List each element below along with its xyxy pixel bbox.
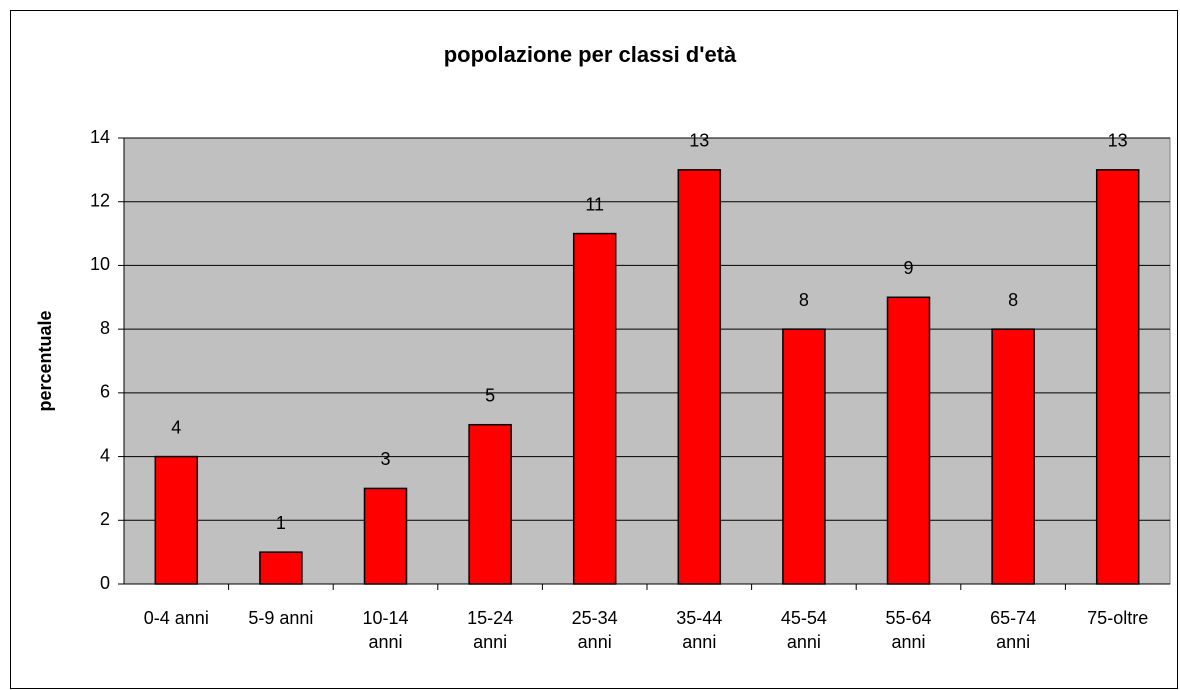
x-tick-label: 55-64 anni <box>885 608 932 652</box>
x-tick-label: 15-24 anni <box>467 608 514 652</box>
bar <box>991 328 1035 585</box>
x-tick-label: 75-oltre <box>1087 608 1149 628</box>
bar <box>259 551 303 585</box>
data-label: 8 <box>799 290 809 310</box>
y-tick-label: 4 <box>100 445 110 465</box>
bar <box>677 169 722 585</box>
data-label: 13 <box>1108 131 1128 151</box>
data-label: 1 <box>276 513 286 533</box>
y-tick-label: 6 <box>100 382 110 402</box>
x-tick-label: 10-14 anni <box>362 608 409 652</box>
x-tick-label: 25-34 anni <box>571 608 618 652</box>
y-tick-label: 0 <box>100 573 110 593</box>
chart-title: popolazione per classi d'età <box>444 42 737 67</box>
y-tick-label: 2 <box>100 509 110 529</box>
data-label: 3 <box>380 449 390 469</box>
y-tick-label: 8 <box>100 318 110 338</box>
y-axis-title: percentuale <box>35 310 55 411</box>
bar <box>363 487 408 585</box>
bar <box>572 232 617 585</box>
x-tick-label: 45-54 anni <box>780 608 827 652</box>
bar <box>154 455 199 585</box>
x-tick-label: 0-4 anni <box>143 608 209 628</box>
x-tick-label: 65-74 anni <box>990 608 1037 652</box>
data-label: 13 <box>689 131 709 151</box>
bar <box>782 328 826 585</box>
data-label: 5 <box>485 385 495 405</box>
data-label: 4 <box>171 417 181 437</box>
data-label: 11 <box>585 194 604 214</box>
data-label: 9 <box>903 258 913 278</box>
data-label: 8 <box>1008 290 1018 310</box>
bar <box>1095 169 1140 585</box>
x-tick-label: 5-9 anni <box>248 608 314 628</box>
bar <box>468 423 512 585</box>
y-tick-label: 14 <box>90 127 110 147</box>
x-tick-label: 35-44 anni <box>676 608 723 652</box>
y-tick-label: 10 <box>90 254 110 274</box>
y-tick-label: 12 <box>90 190 110 210</box>
bar <box>886 296 931 585</box>
